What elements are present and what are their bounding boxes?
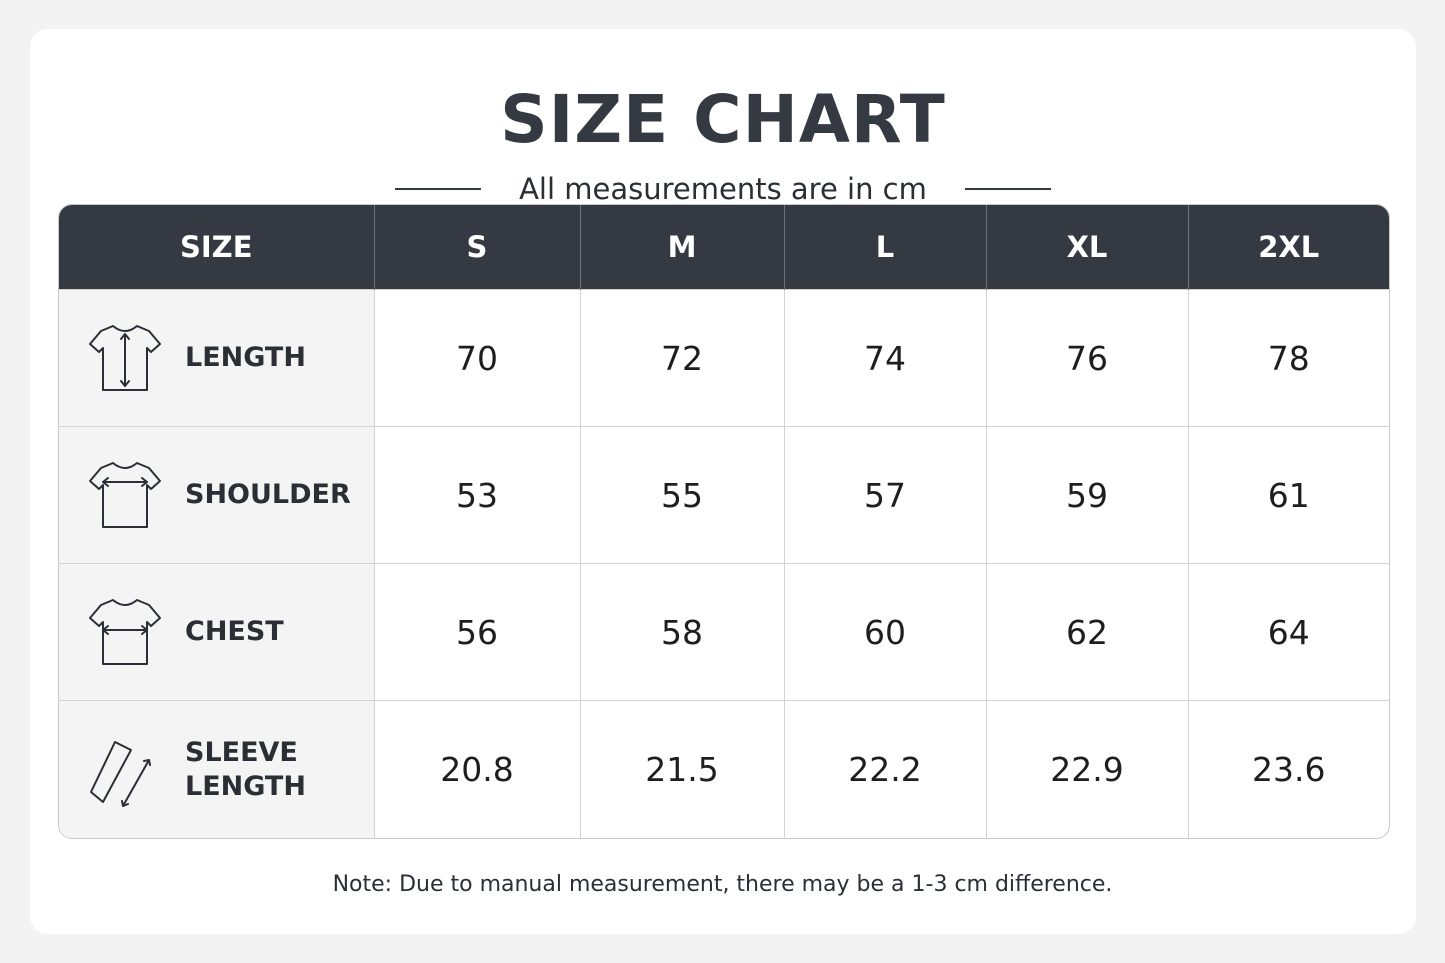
header-size-2xl: 2XL — [1187, 205, 1389, 290]
cell-sleeve-xl: 22.9 — [985, 700, 1188, 838]
cell-length-xl: 76 — [985, 288, 1188, 427]
cell-chest-2xl: 64 — [1187, 563, 1389, 701]
cell-length-s: 70 — [373, 288, 580, 427]
header-size-l: L — [783, 205, 986, 290]
cell-shoulder-2xl: 61 — [1187, 426, 1389, 564]
cell-shoulder-s: 53 — [373, 426, 580, 564]
tshirt-length-icon — [89, 325, 161, 392]
size-table: SIZE S M L XL 2XL — [58, 204, 1390, 839]
header-size-m: M — [579, 205, 784, 290]
header-size-s: S — [373, 205, 580, 290]
cell-shoulder-l: 57 — [783, 426, 986, 564]
cell-shoulder-m: 55 — [579, 426, 784, 564]
cell-sleeve-m: 21.5 — [579, 700, 784, 838]
sleeve-length-icon — [90, 740, 151, 807]
subtitle-row: All measurements are in cm — [30, 171, 1416, 207]
cell-sleeve-2xl: 23.6 — [1187, 700, 1389, 838]
row-sleeve-length: SLEEVE LENGTH 20.8 21.5 22.2 22.9 23.6 — [59, 700, 1389, 838]
tshirt-shoulder-icon — [89, 462, 161, 529]
cell-sleeve-s: 20.8 — [373, 700, 580, 838]
row-label-sleeve-length: SLEEVE LENGTH — [185, 736, 306, 802]
cell-chest-l: 60 — [783, 563, 986, 701]
row-label-shoulder: SHOULDER — [185, 479, 351, 511]
cell-length-m: 72 — [579, 288, 784, 427]
row-label-cell: LENGTH — [59, 288, 374, 427]
subtitle-rule-left — [395, 188, 482, 190]
row-label-cell: SHOULDER — [59, 426, 374, 564]
header-size: SIZE — [59, 205, 374, 290]
row-label-cell: CHEST — [59, 563, 374, 701]
cell-shoulder-xl: 59 — [985, 426, 1188, 564]
row-shoulder: SHOULDER 53 55 57 59 61 — [59, 426, 1389, 564]
cell-length-2xl: 78 — [1187, 288, 1389, 427]
cell-sleeve-l: 22.2 — [783, 700, 986, 838]
measurement-note: Note: Due to manual measurement, there m… — [332, 872, 1113, 897]
row-label-length: LENGTH — [185, 342, 306, 374]
subtitle: All measurements are in cm — [519, 172, 927, 206]
header-size-xl: XL — [985, 205, 1188, 290]
row-chest: CHEST 56 58 60 62 64 — [59, 563, 1389, 701]
tshirt-chest-icon — [89, 599, 161, 666]
row-label-cell: SLEEVE LENGTH — [59, 700, 374, 838]
subtitle-rule-right — [964, 188, 1051, 190]
cell-chest-xl: 62 — [985, 563, 1188, 701]
row-label-chest: CHEST — [185, 616, 284, 648]
cell-chest-m: 58 — [579, 563, 784, 701]
page-title: SIZE CHART — [500, 81, 946, 158]
row-length: LENGTH 70 72 74 76 78 — [59, 288, 1389, 427]
header-row: SIZE S M L XL 2XL — [59, 205, 1389, 290]
cell-length-l: 74 — [783, 288, 986, 427]
cell-chest-s: 56 — [373, 563, 580, 701]
